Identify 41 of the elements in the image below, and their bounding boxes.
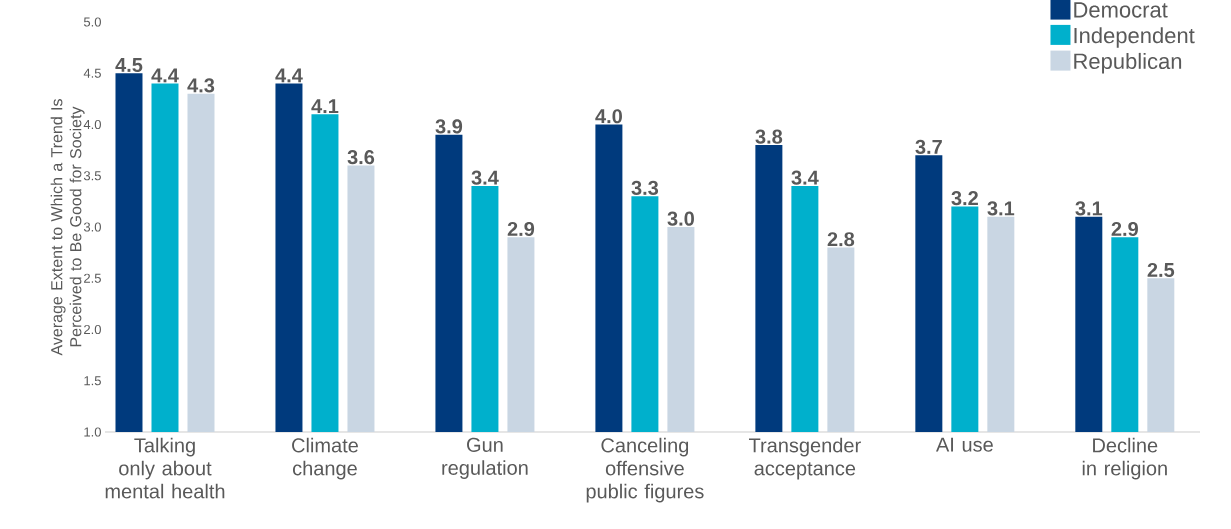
x-tick-label: AI use bbox=[935, 437, 993, 452]
data-label: 4.4 bbox=[151, 68, 179, 83]
x-tick-label: Climate change bbox=[292, 437, 358, 480]
data-label: 3.2 bbox=[951, 191, 978, 206]
data-label: 3.0 bbox=[667, 211, 694, 226]
data-label: 4.5 bbox=[115, 58, 143, 73]
data-label: 2.9 bbox=[1111, 221, 1138, 237]
data-label: 4.1 bbox=[311, 99, 339, 114]
x-tick-label: Gun regulation bbox=[442, 437, 528, 479]
data-label: 3.4 bbox=[471, 170, 499, 185]
legend-label: Republican bbox=[1074, 52, 1182, 74]
x-tick-label: Transgender acceptance bbox=[749, 437, 861, 480]
legend-label: Independent bbox=[1074, 27, 1195, 48]
y-tick-label: 1.5 bbox=[84, 376, 101, 386]
y-tick-label: 4.0 bbox=[83, 119, 101, 130]
y-tick-label: 4.5 bbox=[83, 68, 101, 78]
data-label: 3.3 bbox=[631, 180, 659, 196]
data-label: 3.1 bbox=[1075, 201, 1103, 216]
data-label: 3.9 bbox=[435, 119, 463, 134]
y-tick-label: 2.5 bbox=[84, 273, 101, 283]
y-tick-label: 2.0 bbox=[84, 324, 101, 335]
y-tick-label: 1.0 bbox=[84, 427, 101, 437]
data-label: 3.6 bbox=[347, 150, 375, 165]
legend-label: Democrat bbox=[1074, 2, 1168, 18]
data-label: 3.8 bbox=[755, 129, 783, 144]
data-label: 2.9 bbox=[507, 221, 535, 237]
data-label: 2.5 bbox=[1147, 262, 1175, 278]
data-label: 4.3 bbox=[187, 78, 215, 93]
x-tick-label: Talking only about mental health bbox=[105, 437, 225, 499]
y-tick-label: 5.0 bbox=[83, 17, 101, 27]
data-label: 2.8 bbox=[827, 232, 855, 247]
y-axis-title: Average Extent to Which a Trend Is Perceived to Be Good for Society bbox=[50, 99, 85, 356]
y-tick-label: 3.5 bbox=[83, 171, 101, 181]
data-label: 3.7 bbox=[915, 139, 942, 155]
data-label: 4.4 bbox=[275, 68, 303, 83]
x-tick-label: Canceling offensive public figures bbox=[586, 437, 704, 503]
data-label: 4.0 bbox=[595, 109, 622, 124]
x-tick-label: Decline in religion bbox=[1082, 437, 1167, 480]
data-label: 3.1 bbox=[987, 201, 1015, 216]
y-tick-label: 3.0 bbox=[83, 222, 101, 232]
data-label: 3.4 bbox=[791, 170, 819, 185]
